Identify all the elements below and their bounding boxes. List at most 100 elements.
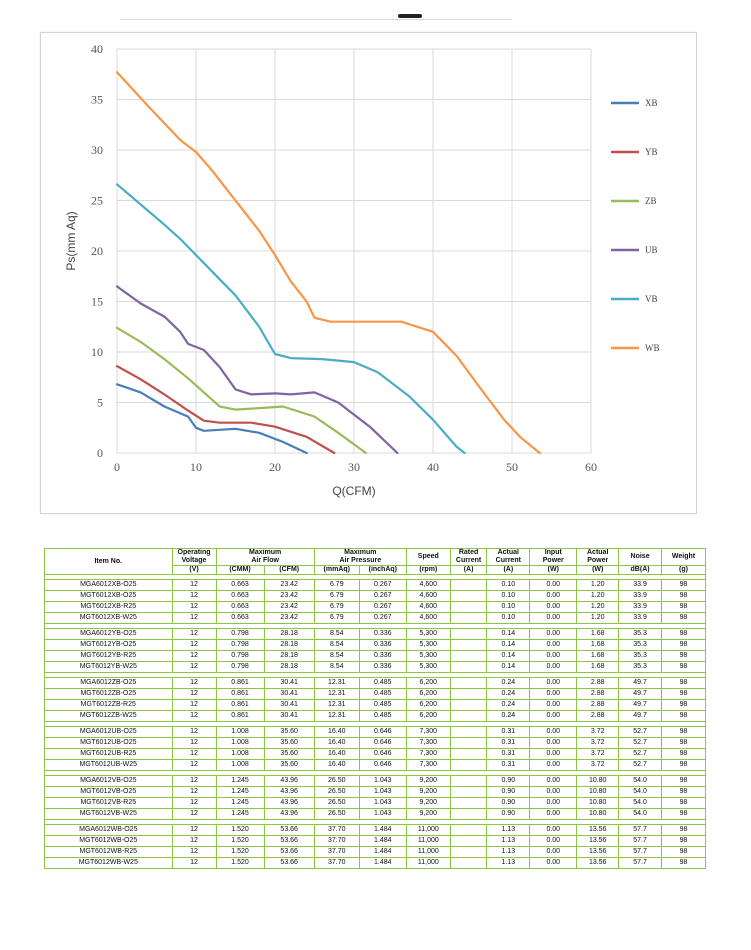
table-row: MGA6012WB-O25 12 1.520 53.66 37.70 1.484 11,00…: [44, 824, 706, 836]
legend-label-yb: YB: [645, 147, 658, 157]
series-line-xb: [115, 383, 308, 455]
table-cell: 0.267: [358, 590, 407, 602]
table-cell: 57.7: [618, 857, 662, 869]
table-cell: 98: [661, 726, 706, 738]
chart-legend: XB YB ZB UB VB WB: [611, 98, 660, 353]
table-cell: 98: [661, 835, 706, 847]
page-top-rule: [120, 19, 512, 20]
table-row: MGT6012YB-W25 12 0.798 28.18 8.54 0.336 5,300 0…: [44, 661, 706, 673]
table-cell: 98: [661, 857, 706, 869]
item-number-cell: MGA6012XB-O25: [44, 579, 173, 591]
table-cell: 0.00: [529, 835, 578, 847]
x-tick-label: 20: [269, 460, 281, 474]
table-cell: 1.245: [215, 786, 265, 798]
table-row: MGA6012ZB-O25 12 0.861 30.41 12.31 0.485 6,200…: [44, 677, 706, 689]
table-cell: 98: [661, 661, 706, 673]
table-cell: 0.798: [215, 639, 265, 651]
legend-label-wb: WB: [645, 343, 660, 353]
table-row: MGT6012ZB-W25 12 0.861 30.41 12.31 0.485 6,200…: [44, 710, 706, 722]
table-cell: 35.3: [618, 650, 662, 662]
table-cell: 23.42: [263, 612, 315, 624]
table-row: MGT6012UB-O25 12 1.008 35.60 16.40 0.646 7,300…: [44, 737, 706, 749]
table-cell: 54.0: [618, 775, 662, 787]
table-cell: 13.56: [576, 824, 620, 836]
table-cell: [449, 688, 488, 700]
table-cell: 3.72: [576, 748, 620, 760]
table-cell: 13.56: [576, 846, 620, 858]
table-cell: 12: [171, 650, 217, 662]
table-cell: 0.90: [486, 775, 531, 787]
table-cell: 16.40: [313, 737, 360, 749]
table-cell: 6,200: [405, 688, 451, 700]
header-input-power: Input Power: [529, 548, 578, 566]
item-number-cell: MGT6012UB-R25: [44, 748, 173, 760]
table-cell: 0.00: [529, 710, 578, 722]
table-cell: 1.484: [358, 846, 407, 858]
table-cell: 0.485: [358, 677, 407, 689]
table-cell: 98: [661, 639, 706, 651]
spec-table-body: MGA6012XB-O25 12 0.663 23.42 6.79 0.267 4,600 0…: [44, 574, 706, 869]
table-row: MGT6012WB-R25 12 1.520 53.66 37.70 1.484 11,00…: [44, 846, 706, 858]
table-cell: 0.10: [486, 601, 531, 613]
table-cell: 1.20: [576, 579, 620, 591]
table-cell: [449, 628, 488, 640]
table-cell: 16.40: [313, 726, 360, 738]
table-cell: 23.42: [263, 590, 315, 602]
table-cell: 0.00: [529, 699, 578, 711]
table-cell: 28.18: [263, 628, 315, 640]
table-header-row: Item No. Operating Voltage Maximum Air Flo…: [44, 548, 706, 575]
table-row: MGT6012XB-O25 12 0.663 23.42 6.79 0.267 4,600 0…: [44, 590, 706, 602]
table-cell: 23.42: [263, 601, 315, 613]
table-cell: 11,000: [405, 846, 451, 858]
table-cell: 12: [171, 590, 217, 602]
table-cell: [449, 650, 488, 662]
table-cell: 9,200: [405, 775, 451, 787]
table-cell: 10.80: [576, 797, 620, 809]
x-tick-label: 60: [585, 460, 597, 474]
table-cell: 0.861: [215, 710, 265, 722]
table-cell: 0.485: [358, 688, 407, 700]
table-row: MGT6012VB-W25 12 1.245 43.96 26.50 1.043 9,200…: [44, 808, 706, 820]
table-cell: 7,300: [405, 737, 451, 749]
table-cell: 0.646: [358, 726, 407, 738]
table-cell: 98: [661, 786, 706, 798]
table-cell: 9,200: [405, 808, 451, 820]
table-cell: 54.0: [618, 797, 662, 809]
table-cell: 0.336: [358, 628, 407, 640]
table-cell: 1.245: [215, 775, 265, 787]
table-cell: 0.10: [486, 612, 531, 624]
table-cell: [449, 775, 488, 787]
table-cell: 0.861: [215, 677, 265, 689]
table-cell: 0.00: [529, 808, 578, 820]
table-cell: 26.50: [313, 797, 360, 809]
table-cell: 1.520: [215, 857, 265, 869]
table-cell: 12: [171, 797, 217, 809]
table-cell: 12: [171, 677, 217, 689]
table-cell: 49.7: [618, 677, 662, 689]
table-cell: 52.7: [618, 726, 662, 738]
table-cell: 23.42: [263, 579, 315, 591]
table-cell: 33.9: [618, 579, 662, 591]
table-cell: 1.68: [576, 628, 620, 640]
table-cell: 9,200: [405, 786, 451, 798]
table-cell: 26.50: [313, 808, 360, 820]
table-cell: 6.79: [313, 612, 360, 624]
table-cell: 5,300: [405, 661, 451, 673]
table-cell: 4,600: [405, 601, 451, 613]
table-cell: 0.267: [358, 579, 407, 591]
spec-table: Item No. Operating Voltage Maximum Air Flo…: [44, 548, 706, 869]
table-cell: 12: [171, 835, 217, 847]
table-cell: 0.00: [529, 759, 578, 771]
item-number-cell: MGT6012UB-W25: [44, 759, 173, 771]
table-cell: 1.008: [215, 748, 265, 760]
table-cell: 6,200: [405, 710, 451, 722]
table-cell: 0.336: [358, 639, 407, 651]
table-row: MGA6012UB-O25 12 1.008 35.60 16.40 0.646 7,300…: [44, 726, 706, 738]
table-cell: [449, 677, 488, 689]
table-cell: 30.41: [263, 677, 315, 689]
table-cell: [449, 612, 488, 624]
table-cell: 98: [661, 797, 706, 809]
table-cell: 0.336: [358, 661, 407, 673]
item-number-cell: MGT6012ZB-R25: [44, 699, 173, 711]
table-cell: 1.008: [215, 759, 265, 771]
